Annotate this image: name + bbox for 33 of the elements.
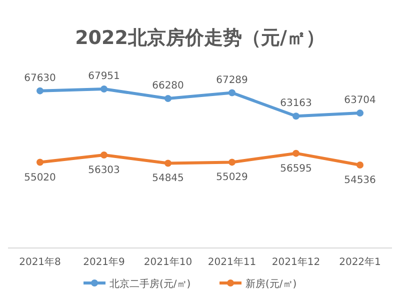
data-label: 54845 (152, 173, 184, 184)
x-tick-label: 2022年1 (339, 256, 381, 268)
data-label: 54536 (344, 175, 376, 186)
data-label: 56595 (280, 163, 312, 174)
point (228, 89, 236, 96)
point (36, 158, 44, 166)
point (356, 110, 364, 117)
x-tick-label: 2021年12 (272, 256, 320, 268)
point (100, 86, 108, 92)
data-label: 63163 (280, 98, 312, 110)
data-label: 67289 (216, 74, 248, 86)
data-label: 55029 (216, 172, 248, 184)
point (228, 158, 236, 166)
x-tick-label: 2021年11 (208, 256, 256, 268)
data-label: 55020 (24, 172, 56, 184)
x-tick-label: 2021年9 (83, 256, 125, 268)
point (292, 112, 300, 120)
legend-label: 新房(元/㎡) (246, 278, 297, 290)
data-label: 56303 (88, 164, 120, 176)
data-label: 66280 (152, 80, 184, 92)
data-label: 63704 (344, 95, 376, 106)
data-label: 67630 (24, 72, 56, 84)
point (100, 151, 108, 158)
point (164, 160, 172, 167)
data-label: 67951 (88, 71, 120, 82)
title: 2022北京房价走势（元/㎡） (75, 27, 325, 49)
point (292, 150, 300, 157)
x-tick-label: 2021年8 (19, 256, 61, 268)
legend-label: 北京二手房(元/㎡) (110, 278, 191, 290)
point (356, 162, 364, 168)
point (164, 94, 172, 102)
point (36, 87, 44, 94)
x-tick-label: 2021年10 (144, 256, 192, 268)
